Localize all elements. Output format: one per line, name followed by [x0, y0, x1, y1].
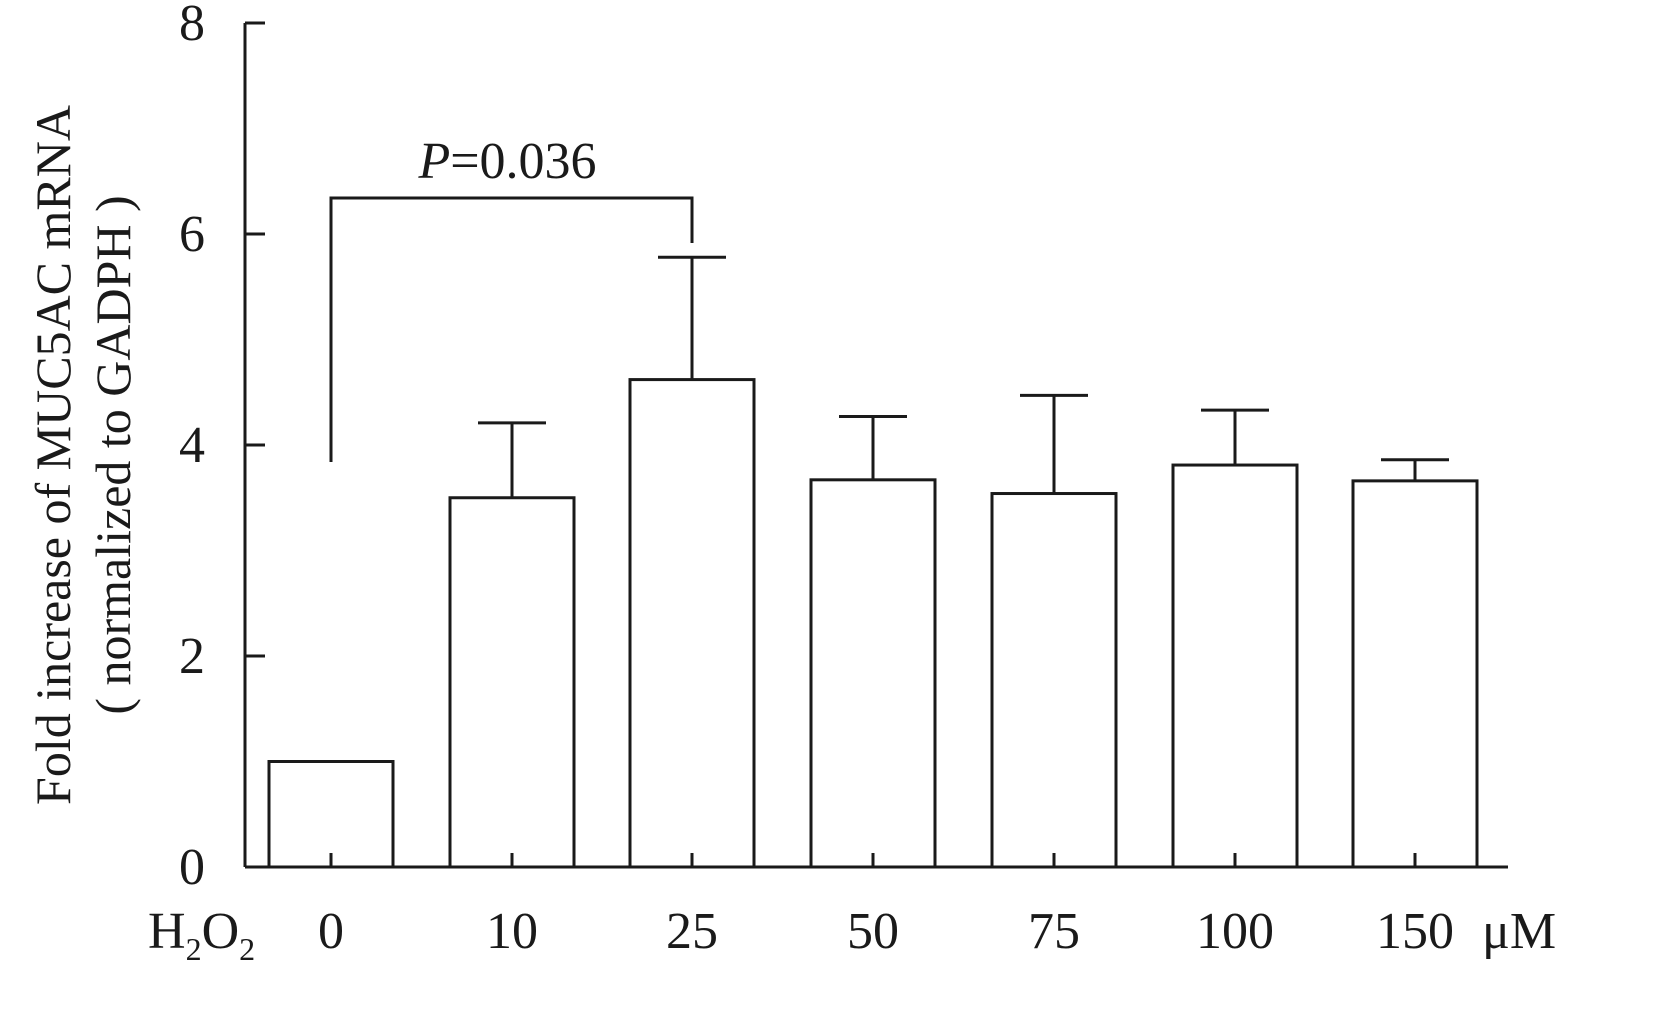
- x-tick-label-50: 50: [847, 903, 899, 960]
- x-labels-layer: 0 10 25 50 75 100 150: [318, 903, 1454, 960]
- bar-10: [448, 496, 576, 869]
- y-tick-label-2: 2: [179, 628, 205, 685]
- x-tick-label-25: 25: [666, 903, 718, 960]
- bar-50: [809, 478, 937, 869]
- bar-150: [1351, 479, 1479, 869]
- y-axis-title-line-1: Fold increase of MUC5AC mRNA: [25, 105, 81, 805]
- y-tick-label-4: 4: [179, 417, 205, 474]
- significance-p-letter: P: [417, 133, 450, 190]
- bars-layer: [267, 378, 1479, 869]
- y-tick-label-6: 6: [179, 206, 205, 263]
- x-tick-label-150: 150: [1376, 903, 1454, 960]
- y-tick-label-0: 0: [179, 839, 205, 896]
- bar-0: [267, 760, 395, 869]
- significance-layer: P=0.036: [329, 133, 694, 462]
- bar-25: [628, 378, 756, 869]
- x-tick-label-0: 0: [318, 903, 344, 960]
- y-tick-label-8: 8: [179, 0, 205, 52]
- bar-100: [1171, 463, 1299, 869]
- error-bars-layer: [478, 255, 1449, 498]
- significance-p-value: =0.036: [450, 133, 596, 190]
- x-prefix-mid: O: [202, 903, 240, 960]
- y-axis-title-line-2: ( normalized to GADPH ): [85, 195, 141, 714]
- x-tick-label-75: 75: [1028, 903, 1080, 960]
- x-axis-unit: μM: [1482, 903, 1556, 960]
- significance-label: P=0.036: [417, 133, 596, 190]
- x-prefix-main: H: [148, 903, 186, 960]
- significance-bracket: [329, 196, 694, 462]
- x-prefix-sub-1: 2: [186, 931, 202, 967]
- x-prefix-sub-2: 2: [239, 931, 255, 967]
- x-tick-label-10: 10: [486, 903, 538, 960]
- y-ticks-layer: 0 2 4 6 8: [179, 0, 265, 896]
- x-axis-prefix: H2O2: [148, 903, 255, 967]
- y-axis-title: Fold increase of MUC5AC mRNA ( normalize…: [25, 105, 141, 805]
- x-tick-label-100: 100: [1196, 903, 1274, 960]
- bar-75: [990, 492, 1118, 869]
